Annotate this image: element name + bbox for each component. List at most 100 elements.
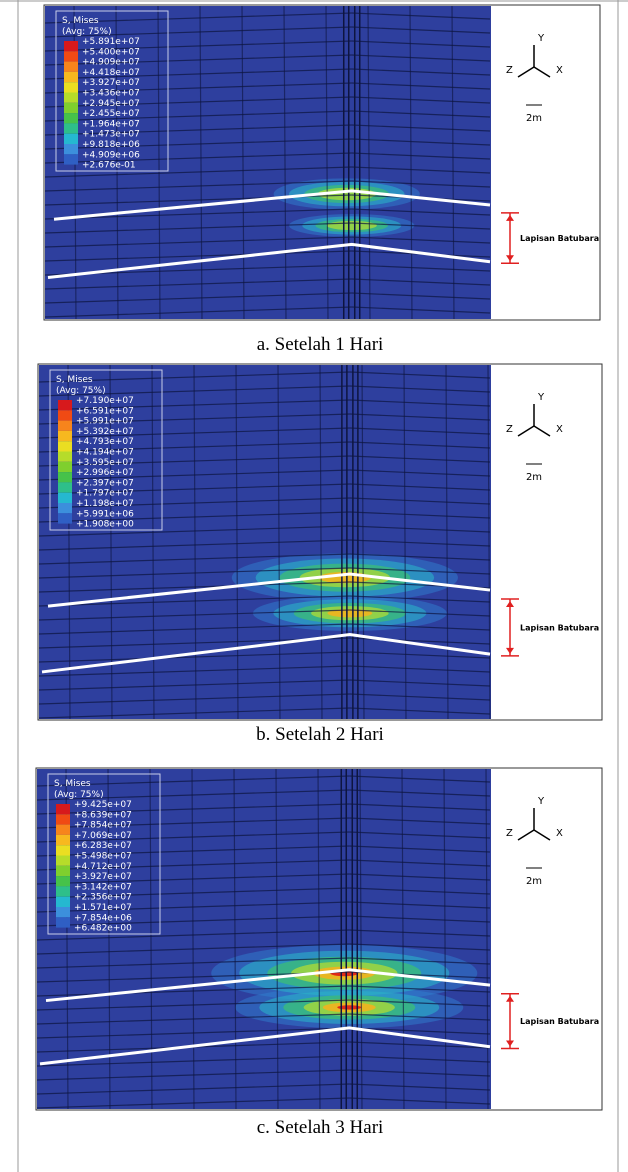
mesh-line	[351, 12, 491, 20]
triad-label: Y	[537, 33, 545, 44]
legend-swatch	[56, 824, 70, 835]
mesh-line	[39, 609, 350, 621]
mesh-line	[37, 985, 350, 997]
mesh-line	[351, 222, 491, 230]
seam-boundary	[41, 633, 491, 674]
mesh-line	[351, 166, 491, 174]
legend-label: +1.964e+07	[82, 119, 140, 129]
seam-boundary	[53, 189, 491, 221]
mesh-line	[349, 1097, 491, 1105]
mesh-line	[351, 306, 491, 314]
mesh-line	[349, 427, 491, 435]
legend-swatch	[56, 814, 70, 825]
legend-label: +1.473e+07	[82, 130, 140, 140]
legend-swatch	[56, 907, 70, 918]
legend-label: +4.194e+07	[76, 448, 134, 458]
legend-title: S, Mises	[56, 375, 93, 385]
legend-swatch	[58, 410, 72, 421]
legend-swatch	[58, 430, 72, 442]
mesh-line	[351, 264, 491, 272]
mesh-line	[37, 1097, 350, 1109]
mesh-line	[401, 769, 405, 1109]
legend-swatch	[58, 492, 72, 503]
mesh-line	[39, 455, 350, 467]
mesh-line	[349, 1069, 491, 1077]
mesh-line	[107, 769, 111, 1109]
mesh-line	[351, 68, 491, 76]
mesh-line	[361, 365, 365, 719]
mesh-line	[351, 110, 491, 118]
legend-label: +1.571e+07	[74, 903, 132, 913]
mesh-line	[349, 1027, 491, 1035]
legend-label: +5.498e+07	[74, 852, 132, 862]
mesh-line	[37, 1083, 350, 1095]
mesh-line	[45, 306, 352, 318]
legend-label: +3.142e+07	[74, 882, 132, 892]
mesh-line	[45, 208, 352, 220]
legend-swatch	[64, 71, 78, 83]
legend-label: +9.818e+06	[82, 140, 140, 150]
mesh-line	[349, 707, 491, 715]
arrow-head	[506, 600, 514, 654]
legend-swatch	[56, 896, 70, 907]
mesh-line	[349, 497, 491, 505]
legend-swatch	[64, 51, 78, 62]
legend-swatch	[58, 513, 72, 524]
mesh-line	[45, 250, 352, 262]
legend-label: +7.854e+07	[74, 821, 132, 831]
legend-label: +5.991e+07	[76, 417, 134, 427]
legend-label: +3.927e+07	[74, 872, 132, 882]
mesh-line	[39, 595, 350, 607]
legend-label: +6.283e+07	[74, 841, 132, 851]
mesh-line	[157, 6, 161, 319]
seam-boundary	[45, 968, 491, 1003]
mesh-line	[349, 483, 491, 491]
mesh-line	[349, 539, 491, 547]
legend-label: +6.591e+07	[76, 406, 134, 416]
mesh-line	[39, 665, 350, 677]
mesh-line	[37, 1069, 350, 1081]
annotation: Lapisan Batubara	[520, 1017, 599, 1026]
legend-label: +2.356e+07	[74, 893, 132, 903]
legend-label: +2.945e+07	[82, 99, 140, 109]
mesh-line	[349, 817, 491, 825]
legend-swatch	[64, 61, 78, 72]
mesh-line	[349, 859, 491, 867]
mesh-line	[349, 679, 491, 687]
mesh-line	[349, 831, 491, 839]
triad-label: X	[556, 65, 563, 76]
mesh-line	[45, 278, 352, 290]
mesh-line	[349, 985, 491, 993]
triad-axis	[533, 66, 551, 78]
triad-axis	[533, 829, 551, 841]
mesh-line	[487, 365, 491, 719]
legend-label: +2.397e+07	[76, 478, 134, 488]
legend-title: S, Mises	[54, 779, 91, 789]
mesh-line	[45, 54, 352, 66]
mesh-line	[37, 999, 350, 1011]
legend-label: +6.482e+00	[74, 924, 132, 934]
legend-swatch	[56, 886, 70, 897]
stress-zone	[327, 609, 373, 618]
mesh-line	[349, 915, 491, 923]
mesh-line	[349, 399, 491, 407]
mesh-line	[349, 609, 491, 617]
mesh-line	[443, 769, 447, 1109]
legend-label: +5.392e+07	[76, 427, 134, 437]
legend-swatch	[64, 154, 78, 165]
mesh-line	[39, 623, 350, 635]
mesh-line	[349, 1013, 491, 1021]
mesh-line	[191, 769, 195, 1109]
mesh-line	[349, 525, 491, 533]
mesh-line	[193, 365, 197, 719]
legend-swatch	[58, 472, 72, 483]
legend-box	[55, 10, 169, 172]
mesh-line	[349, 665, 491, 673]
mesh-line	[199, 6, 203, 319]
mesh-line	[351, 208, 491, 216]
annotation: Lapisan Batubara	[520, 234, 599, 243]
legend-swatch	[58, 441, 72, 452]
triad-label: X	[556, 828, 563, 839]
mesh-line	[349, 651, 491, 659]
